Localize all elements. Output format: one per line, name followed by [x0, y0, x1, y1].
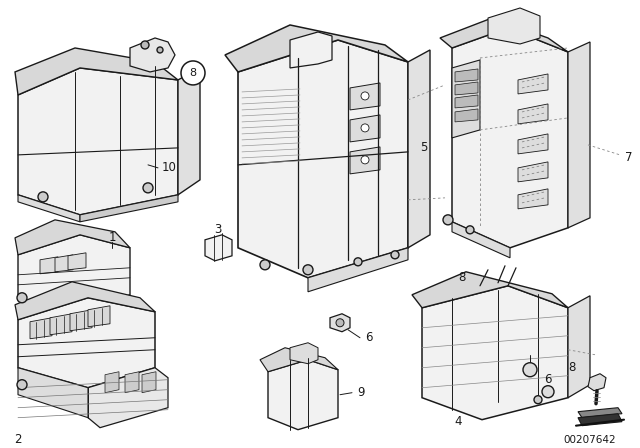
Polygon shape — [105, 372, 119, 393]
Polygon shape — [518, 134, 548, 154]
Polygon shape — [408, 50, 430, 248]
Polygon shape — [290, 32, 332, 68]
Polygon shape — [350, 115, 380, 142]
Polygon shape — [452, 222, 510, 258]
Polygon shape — [88, 306, 110, 327]
Polygon shape — [350, 147, 380, 174]
Polygon shape — [578, 414, 622, 426]
Polygon shape — [330, 314, 350, 332]
Circle shape — [303, 265, 313, 275]
Polygon shape — [452, 28, 568, 248]
Polygon shape — [518, 189, 548, 209]
Circle shape — [361, 156, 369, 164]
Polygon shape — [308, 248, 408, 292]
Polygon shape — [130, 38, 175, 72]
Polygon shape — [178, 68, 200, 195]
Polygon shape — [452, 60, 480, 138]
Text: 9: 9 — [357, 386, 365, 399]
Circle shape — [17, 293, 27, 303]
Text: 10: 10 — [162, 161, 177, 174]
Polygon shape — [18, 298, 155, 388]
Polygon shape — [18, 368, 88, 418]
Circle shape — [17, 380, 27, 390]
Polygon shape — [588, 374, 606, 391]
Text: 8: 8 — [568, 361, 576, 374]
Polygon shape — [30, 318, 52, 339]
Polygon shape — [518, 74, 548, 94]
Polygon shape — [15, 220, 130, 255]
Circle shape — [157, 47, 163, 53]
Polygon shape — [40, 257, 58, 274]
Polygon shape — [422, 286, 568, 420]
Circle shape — [143, 183, 153, 193]
Polygon shape — [18, 68, 178, 215]
Text: 6: 6 — [544, 373, 552, 386]
Circle shape — [542, 386, 554, 398]
Polygon shape — [455, 109, 478, 122]
Polygon shape — [568, 296, 590, 398]
Text: 6: 6 — [365, 331, 372, 344]
Polygon shape — [518, 104, 548, 124]
Polygon shape — [50, 314, 72, 335]
Polygon shape — [568, 42, 590, 228]
Polygon shape — [18, 195, 80, 222]
Circle shape — [181, 61, 205, 85]
Polygon shape — [18, 235, 130, 315]
Polygon shape — [205, 235, 232, 261]
Text: 1: 1 — [108, 231, 116, 244]
Polygon shape — [125, 372, 139, 393]
Polygon shape — [15, 48, 178, 95]
Circle shape — [260, 260, 270, 270]
Circle shape — [466, 226, 474, 234]
Text: 7: 7 — [625, 151, 632, 164]
Circle shape — [361, 124, 369, 132]
Circle shape — [391, 251, 399, 259]
Polygon shape — [70, 310, 92, 331]
Polygon shape — [142, 372, 156, 393]
Text: 2: 2 — [14, 433, 22, 446]
Polygon shape — [80, 195, 178, 222]
Text: 3: 3 — [214, 223, 221, 237]
Polygon shape — [350, 83, 380, 110]
Circle shape — [141, 41, 149, 49]
Text: 5: 5 — [420, 142, 428, 155]
Polygon shape — [238, 40, 408, 278]
Text: 00207642: 00207642 — [564, 435, 616, 445]
Polygon shape — [455, 82, 478, 95]
Polygon shape — [260, 348, 338, 372]
Circle shape — [523, 363, 537, 377]
Circle shape — [534, 396, 542, 404]
Circle shape — [354, 258, 362, 266]
Polygon shape — [488, 8, 540, 44]
Polygon shape — [518, 162, 548, 182]
Polygon shape — [268, 360, 338, 430]
Circle shape — [38, 192, 48, 202]
Polygon shape — [578, 408, 622, 418]
Circle shape — [336, 319, 344, 327]
Polygon shape — [88, 368, 168, 428]
Polygon shape — [68, 253, 86, 270]
Polygon shape — [290, 343, 318, 364]
Text: 8: 8 — [189, 68, 196, 78]
Polygon shape — [55, 255, 73, 272]
Text: 8: 8 — [458, 271, 466, 284]
Text: 4: 4 — [454, 415, 461, 428]
Polygon shape — [455, 69, 478, 82]
Polygon shape — [15, 282, 155, 320]
Circle shape — [361, 92, 369, 100]
Circle shape — [443, 215, 453, 225]
Polygon shape — [440, 18, 568, 52]
Polygon shape — [225, 25, 408, 72]
Polygon shape — [455, 95, 478, 108]
Polygon shape — [412, 272, 568, 308]
